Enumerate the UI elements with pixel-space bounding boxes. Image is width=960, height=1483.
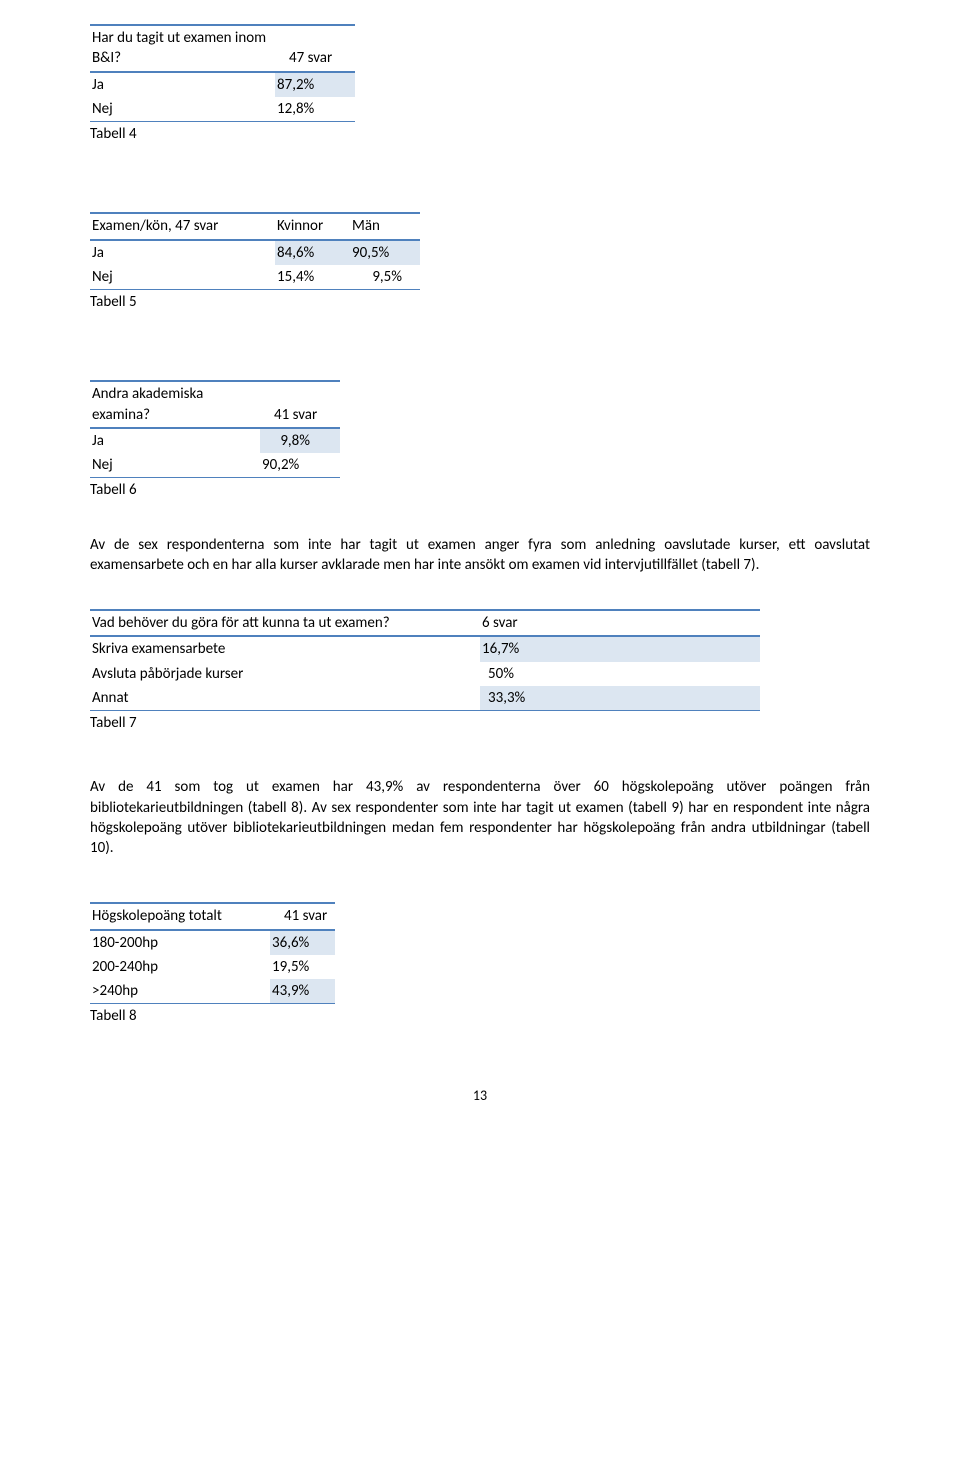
- paragraph-2: Av de 41 som tog ut examen har 43,9% av …: [90, 777, 870, 858]
- table-7-row-val: 33,3%: [480, 686, 760, 711]
- table-5-h2: Män: [350, 213, 420, 239]
- table-7-row-label: Skriva examensarbete: [90, 636, 480, 661]
- table-4-resp: 47 svar: [275, 25, 355, 72]
- table-6-question: Andra akademiska examina?: [90, 381, 260, 428]
- table-5-row-v1: 84,6%: [275, 240, 350, 265]
- table-5-question: Examen/kön, 47 svar: [90, 213, 275, 239]
- table-8-row-val: 36,6%: [270, 930, 335, 955]
- table-6: Andra akademiska examina? 41 svar Ja 9,8…: [90, 380, 340, 478]
- table-8-resp: 41 svar: [270, 903, 335, 929]
- table-4-row-label: Nej: [90, 97, 275, 122]
- table-5-row-v2: 9,5%: [350, 265, 420, 290]
- table-8-question: Högskolepoäng totalt: [90, 903, 270, 929]
- table-8: Högskolepoäng totalt 41 svar 180-200hp 3…: [90, 902, 335, 1004]
- table-8-row-label: >240hp: [90, 979, 270, 1004]
- table-7-caption: Tabell 7: [90, 713, 870, 733]
- table-5-caption: Tabell 5: [90, 292, 870, 312]
- table-6-resp: 41 svar: [260, 381, 340, 428]
- table-6-row-label: Ja: [90, 428, 260, 453]
- table-4: Har du tagit ut examen inom B&I? 47 svar…: [90, 24, 355, 122]
- table-6-row-label: Nej: [90, 453, 260, 478]
- table-5-row-label: Nej: [90, 265, 275, 290]
- table-7-row-label: Avsluta påbörjade kurser: [90, 662, 480, 686]
- table-6-row-val: 9,8%: [260, 428, 340, 453]
- table-5: Examen/kön, 47 svar Kvinnor Män Ja 84,6%…: [90, 212, 420, 290]
- table-6-caption: Tabell 6: [90, 480, 870, 500]
- table-7: Vad behöver du göra för att kunna ta ut …: [90, 609, 760, 711]
- table-5-row-v2: 90,5%: [350, 240, 420, 265]
- page-number: 13: [90, 1087, 870, 1106]
- table-7-row-val: 50%: [480, 662, 760, 686]
- table-5-row-v1: 15,4%: [275, 265, 350, 290]
- table-6-row-val: 90,2%: [260, 453, 340, 478]
- table-8-row-label: 200-240hp: [90, 955, 270, 979]
- table-8-caption: Tabell 8: [90, 1006, 870, 1026]
- table-4-caption: Tabell 4: [90, 124, 870, 144]
- table-4-question: Har du tagit ut examen inom B&I?: [90, 25, 275, 72]
- table-7-row-val: 16,7%: [480, 636, 760, 661]
- table-4-row-val: 87,2%: [275, 72, 355, 97]
- paragraph-1: Av de sex respondenterna som inte har ta…: [90, 535, 870, 576]
- table-7-resp: 6 svar: [480, 610, 760, 636]
- table-7-question: Vad behöver du göra för att kunna ta ut …: [90, 610, 480, 636]
- table-8-row-val: 43,9%: [270, 979, 335, 1004]
- table-5-row-label: Ja: [90, 240, 275, 265]
- table-5-h1: Kvinnor: [275, 213, 350, 239]
- table-4-row-label: Ja: [90, 72, 275, 97]
- table-8-row-label: 180-200hp: [90, 930, 270, 955]
- table-4-row-val: 12,8%: [275, 97, 355, 122]
- table-8-row-val: 19,5%: [270, 955, 335, 979]
- table-7-row-label: Annat: [90, 686, 480, 711]
